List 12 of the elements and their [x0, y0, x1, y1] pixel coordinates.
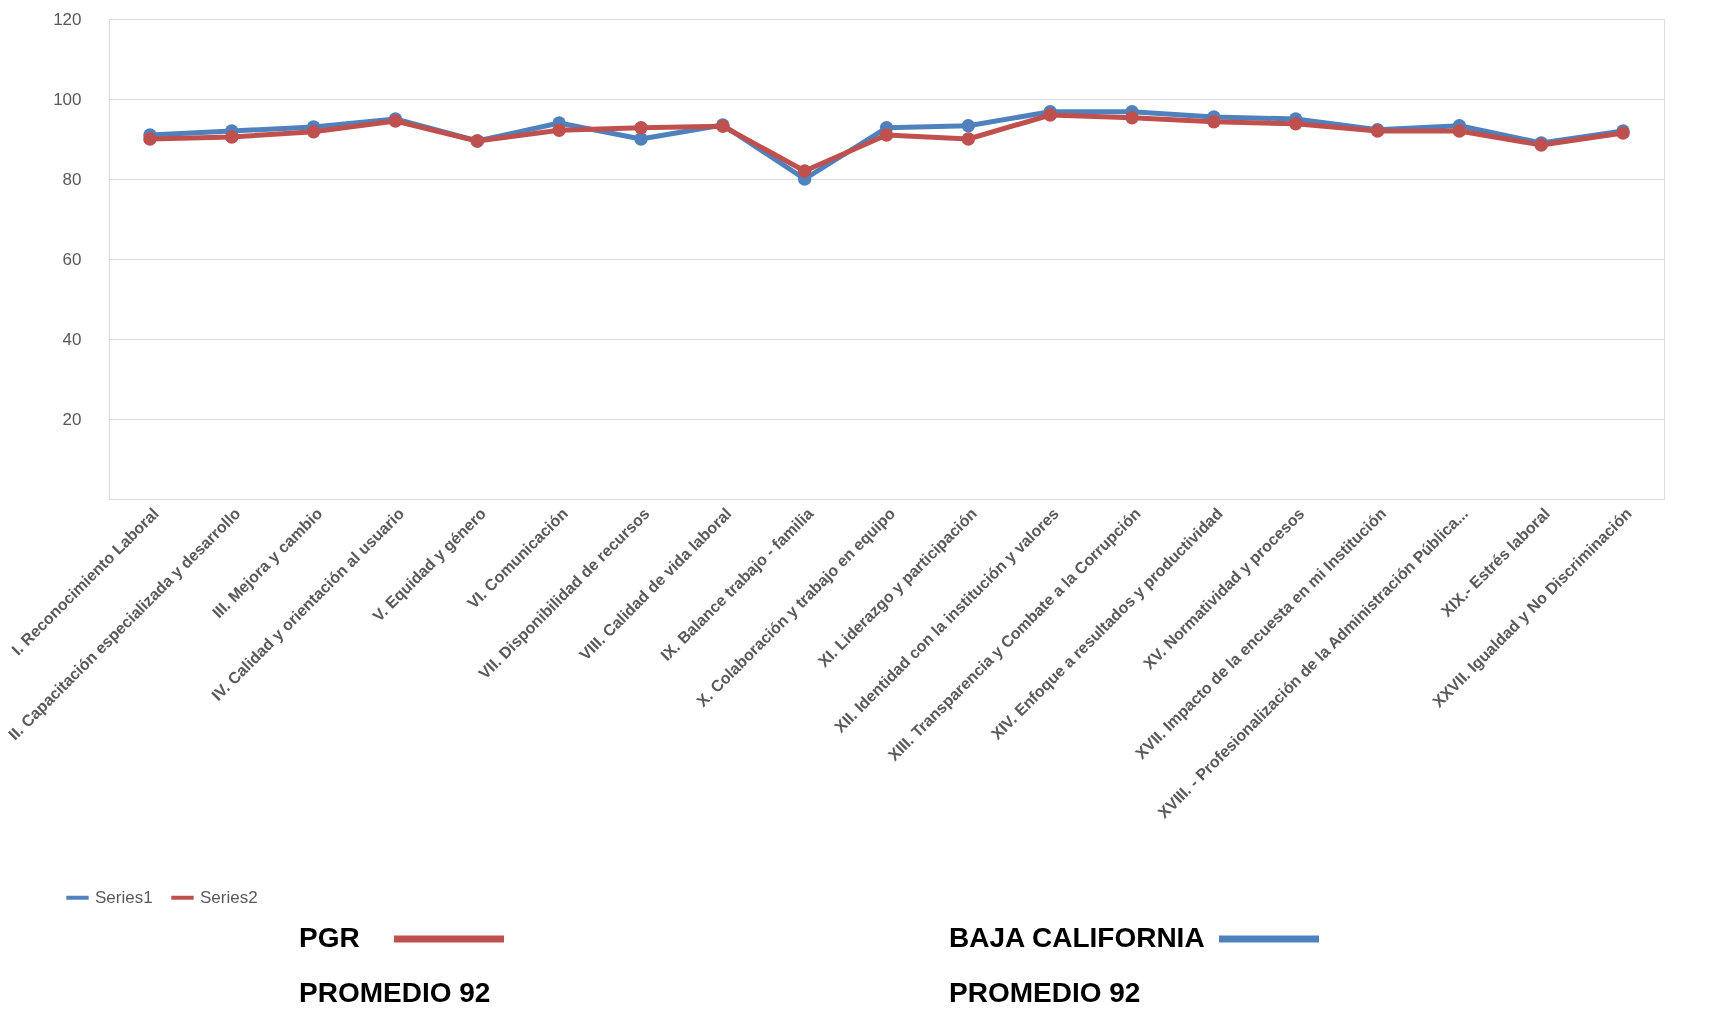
y-tick-label: 60 [62, 249, 82, 269]
legend-label: Series1 [95, 887, 153, 907]
text: PROMEDIO 92 [299, 977, 491, 1008]
y-tick-label: 80 [62, 169, 82, 189]
y-tick-label: 20 [62, 409, 82, 429]
y-tick-label: 40 [62, 329, 82, 349]
y-tick-label: 120 [53, 9, 82, 29]
text: PGR [299, 922, 360, 953]
y-tick-label: 100 [53, 89, 82, 109]
legend-label: Series2 [200, 887, 258, 907]
text: BAJA CALIFORNIA [949, 922, 1205, 953]
text: PROMEDIO 92 [949, 977, 1141, 1008]
